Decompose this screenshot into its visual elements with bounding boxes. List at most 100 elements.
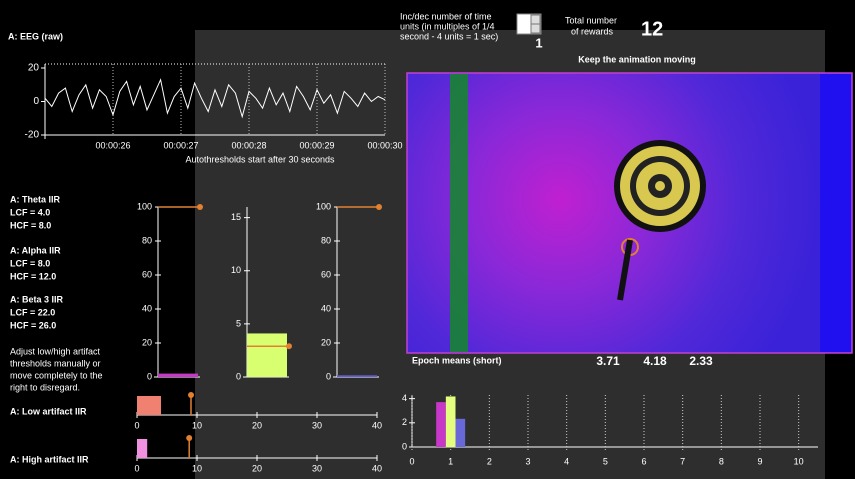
x-tick-label: 00:00:28 bbox=[231, 140, 266, 150]
x-tick-label: 20 bbox=[252, 420, 262, 430]
animation-hint: Keep the animation moving bbox=[578, 54, 696, 64]
epoch-value: 2.33 bbox=[689, 354, 713, 368]
x-tick-label: 3 bbox=[525, 456, 530, 466]
x-tick-label: 30 bbox=[312, 463, 322, 473]
y-tick-label: 4 bbox=[402, 393, 407, 403]
threshold-handle[interactable] bbox=[197, 204, 203, 210]
band-bar bbox=[337, 375, 377, 377]
threshold-handle[interactable] bbox=[376, 204, 382, 210]
x-tick-label: 10 bbox=[794, 456, 804, 466]
artifact-name: A: Low artifact IIR bbox=[10, 406, 87, 416]
band-bar bbox=[247, 333, 287, 377]
dart bbox=[617, 238, 639, 301]
rewards-label: Total number bbox=[565, 15, 617, 25]
y-tick-label: 0 bbox=[33, 96, 39, 107]
time-units-text: second - 4 units = 1 sec) bbox=[400, 31, 498, 41]
x-tick-label: 9 bbox=[757, 456, 762, 466]
band-lcf: LCF = 4.0 bbox=[10, 207, 50, 217]
spinner-value[interactable]: 4 bbox=[521, 18, 526, 28]
y-tick-label: 80 bbox=[321, 235, 331, 245]
y-tick-label: 20 bbox=[142, 337, 152, 347]
x-tick-label: 6 bbox=[641, 456, 646, 466]
time-units-text: Inc/dec number of time bbox=[400, 11, 492, 21]
band-name: A: Alpha IIR bbox=[10, 245, 61, 255]
y-tick-label: 5 bbox=[236, 318, 241, 328]
y-tick-label: 60 bbox=[142, 269, 152, 279]
eeg-note: Autothresholds start after 30 seconds bbox=[185, 154, 335, 164]
y-tick-label: 60 bbox=[321, 269, 331, 279]
animation-panel bbox=[406, 72, 853, 354]
rewards-label: of rewards bbox=[571, 26, 614, 36]
x-tick-label: 7 bbox=[680, 456, 685, 466]
y-tick-label: 10 bbox=[231, 265, 241, 275]
y-tick-label: 0 bbox=[147, 371, 152, 381]
epoch-bar bbox=[445, 396, 456, 447]
x-tick-label: 0 bbox=[134, 463, 139, 473]
x-tick-label: 40 bbox=[372, 420, 382, 430]
x-tick-label: 2 bbox=[487, 456, 492, 466]
epoch-value: 3.71 bbox=[596, 354, 620, 368]
artifact-bar bbox=[137, 439, 148, 458]
dart-shaft bbox=[617, 239, 633, 301]
x-tick-label: 4 bbox=[564, 456, 569, 466]
y-tick-label: 80 bbox=[142, 235, 152, 245]
band-hcf: HCF = 8.0 bbox=[10, 220, 51, 230]
band-hcf: HCF = 12.0 bbox=[10, 271, 56, 281]
artifact-note: thresholds manually or bbox=[10, 358, 101, 368]
eeg-label: A: EEG (raw) bbox=[8, 31, 63, 41]
y-tick-label: 40 bbox=[321, 303, 331, 313]
time-units-text: units (in multiples of 1/4 bbox=[400, 21, 495, 31]
x-tick-label: 1 bbox=[448, 456, 453, 466]
artifact-note: Adjust low/high artifact bbox=[10, 346, 101, 356]
eeg-trace bbox=[44, 78, 386, 119]
y-tick-label: 40 bbox=[142, 303, 152, 313]
x-tick-label: 00:00:27 bbox=[163, 140, 198, 150]
artifact-note: move completely to the bbox=[10, 370, 103, 380]
epoch-title: Epoch means (short) bbox=[412, 355, 502, 365]
spinner-down[interactable] bbox=[530, 23, 541, 34]
y-tick-label: 2 bbox=[402, 417, 407, 427]
time-units-count: 1 bbox=[535, 35, 542, 50]
x-tick-label: 20 bbox=[252, 463, 262, 473]
band-hcf: HCF = 26.0 bbox=[10, 320, 56, 330]
rewards-total: 12 bbox=[641, 18, 663, 40]
y-tick-label: 15 bbox=[231, 212, 241, 222]
dartboard-bull bbox=[655, 181, 665, 191]
x-tick-label: 10 bbox=[192, 463, 202, 473]
x-tick-label: 10 bbox=[192, 420, 202, 430]
animation-edge bbox=[820, 74, 851, 352]
artifact-name: A: High artifact IIR bbox=[10, 454, 89, 464]
y-tick-label: 100 bbox=[137, 201, 152, 211]
y-tick-label: 0 bbox=[236, 371, 241, 381]
band-lcf: LCF = 8.0 bbox=[10, 258, 50, 268]
y-tick-label: -20 bbox=[25, 130, 40, 141]
animation-strip bbox=[450, 74, 468, 352]
band-name: A: Beta 3 IIR bbox=[10, 294, 64, 304]
artifact-note: right to disregard. bbox=[10, 382, 80, 392]
x-tick-label: 5 bbox=[603, 456, 608, 466]
x-tick-label: 00:00:30 bbox=[367, 140, 402, 150]
x-tick-label: 0 bbox=[409, 456, 414, 466]
epoch-bar bbox=[455, 418, 466, 447]
x-tick-label: 00:00:29 bbox=[299, 140, 334, 150]
x-tick-label: 30 bbox=[312, 420, 322, 430]
epoch-value: 4.18 bbox=[643, 354, 667, 368]
y-tick-label: 0 bbox=[326, 371, 331, 381]
threshold-handle[interactable] bbox=[186, 435, 193, 441]
dartboard bbox=[614, 140, 706, 232]
x-tick-label: 0 bbox=[134, 420, 139, 430]
spinner-up[interactable] bbox=[530, 14, 541, 25]
threshold-handle[interactable] bbox=[188, 392, 194, 398]
threshold-handle[interactable] bbox=[286, 343, 292, 350]
x-tick-label: 8 bbox=[719, 456, 724, 466]
x-tick-label: 40 bbox=[372, 463, 382, 473]
band-name: A: Theta IIR bbox=[10, 194, 61, 204]
x-tick-label: 00:00:26 bbox=[95, 140, 130, 150]
band-lcf: LCF = 22.0 bbox=[10, 307, 55, 317]
y-tick-label: 100 bbox=[316, 201, 331, 211]
y-tick-label: 0 bbox=[402, 441, 407, 451]
epoch-bar bbox=[436, 402, 446, 447]
artifact-bar bbox=[137, 396, 161, 415]
y-tick-label: 20 bbox=[28, 63, 40, 74]
y-tick-label: 20 bbox=[321, 337, 331, 347]
